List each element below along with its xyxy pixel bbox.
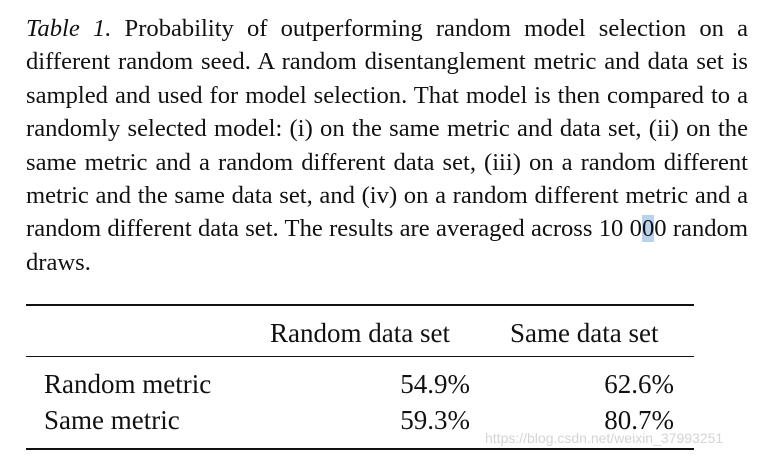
caption-label: Table 1. <box>26 15 112 42</box>
cell-random-metric-same-data: 62.6% <box>604 369 674 399</box>
table-bottom-rule <box>26 448 694 450</box>
row-label-same-metric: Same metric <box>44 405 180 435</box>
text-selection-highlight[interactable]: 0 <box>641 215 655 243</box>
cell-random-metric-random-data: 54.9% <box>400 369 470 399</box>
caption-text: Probability of outperforming random mode… <box>26 15 748 243</box>
table-header-rule <box>26 356 694 357</box>
cell-same-metric-same-data: 80.7% <box>604 405 674 435</box>
caption-text-end: 0 random draws. <box>26 215 748 276</box>
column-header-same-data-set: Same data set <box>510 318 659 348</box>
row-label-random-metric: Random metric <box>44 369 212 399</box>
table-top-rule <box>26 304 694 306</box>
watermark: https://blog.csdn.net/weixin_37993251 <box>485 430 724 446</box>
cell-same-metric-random-data: 59.3% <box>400 405 470 435</box>
table-caption: Table 1. Probability of outperforming ra… <box>26 12 748 279</box>
column-header-random-data-set: Random data set <box>270 318 450 348</box>
